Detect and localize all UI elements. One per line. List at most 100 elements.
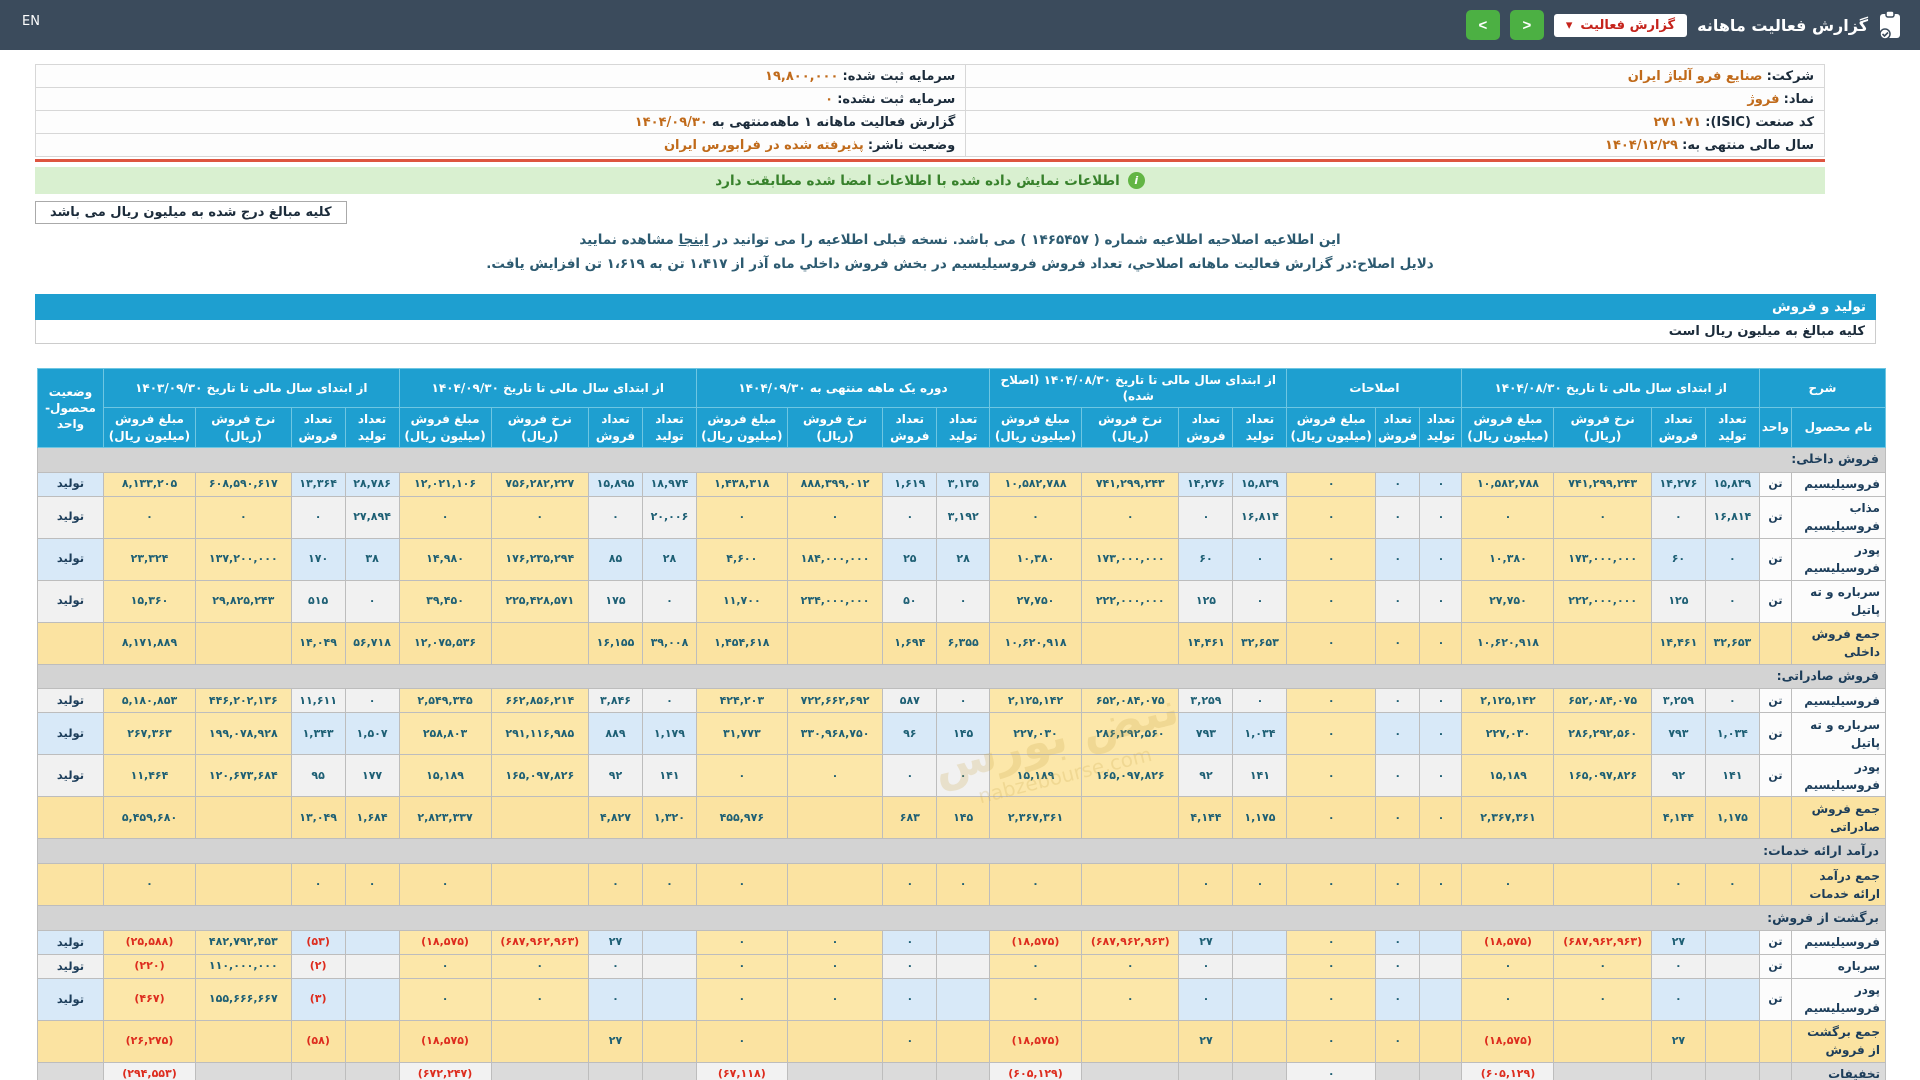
next-report-button[interactable]: < <box>1509 10 1544 40</box>
cell: ۴,۱۴۴ <box>1178 796 1234 840</box>
cell <box>1232 1019 1288 1063</box>
report-type-dropdown[interactable]: گزارش فعالیت ▾ <box>1553 13 1688 37</box>
sub-header: مبلغ فروش (میلیون ریال) <box>989 407 1083 448</box>
cell: ۲۷,۸۹۴ <box>344 495 400 539</box>
cell <box>786 1061 884 1080</box>
previous-version-link[interactable]: اینجا <box>678 232 709 248</box>
cell: ۰ <box>1419 579 1463 623</box>
cell: ۵,۱۸۰,۸۵۳ <box>103 688 196 714</box>
sub-header: نرخ فروش (ریال) <box>1553 407 1652 448</box>
cell: ۱,۳۲۰ <box>641 796 697 840</box>
cell <box>641 977 697 1021</box>
cell: ۰ <box>1081 953 1180 979</box>
cell: ۹۲ <box>1650 754 1706 798</box>
cell: ۱۸,۹۷۴ <box>641 471 697 497</box>
cell: ۱۴۵ <box>936 712 991 756</box>
cell: ۳,۲۵۹ <box>1178 688 1234 714</box>
cell: ۰ <box>1650 863 1706 906</box>
cell: (۱۸,۵۷۵) <box>1461 929 1555 955</box>
cell <box>1704 1019 1760 1063</box>
signature-match-text: اطلاعات نمایش داده شده با اطلاعات امضا ش… <box>715 172 1120 189</box>
company-row: کد صنعت (ISIC): ۲۷۱۰۷۱ گزارش فعالیت ماهان… <box>34 110 1825 134</box>
table-row: فروسیلیسیم تن ۰ ۳,۲۵۹ ۶۵۲,۰۸۴,۰۷۵ ۲,۱۲۵,۱۴۲ ۰ ۰… <box>37 688 1886 714</box>
cell: ۰ <box>1704 688 1760 714</box>
top-bar: گزارش فعالیت ماهانه گزارش فعالیت ▾ < > E… <box>0 0 1920 50</box>
cell: ۶,۳۵۵ <box>936 621 991 665</box>
language-toggle-en[interactable]: EN <box>22 14 40 29</box>
sub-header: تعداد تولید <box>936 407 991 448</box>
cell: ۲,۸۲۳,۳۳۷ <box>398 796 492 840</box>
cell: ۴,۶۰۰ <box>695 537 788 581</box>
cell: ۰ <box>1178 863 1234 906</box>
prev-report-button[interactable]: > <box>1465 10 1500 40</box>
cell: ۰ <box>1178 953 1234 979</box>
cell <box>194 863 292 906</box>
cell: ۲۲۷,۰۳۰ <box>1461 712 1555 756</box>
sub-header: مبلغ فروش (میلیون ریال) <box>695 407 788 448</box>
cell: ۲۰,۰۰۶ <box>641 495 697 539</box>
company-cell: سرمایه ثبت شده: ۱۹,۸۰۰,۰۰۰ <box>34 64 967 88</box>
status-cell: تولید <box>37 977 104 1021</box>
cell: ۰ <box>641 579 697 623</box>
cell: ۰ <box>588 953 643 979</box>
cell: ۰ <box>588 977 643 1021</box>
clipboard-report-icon <box>1878 10 1904 40</box>
section-row: فروش داخلی: <box>37 446 1886 473</box>
company-cell: وضعیت ناشر: پذیرفته شده در فرابورس ایران <box>34 133 967 157</box>
cell: ۰ <box>882 929 938 955</box>
product-name: پودر فروسیلیسیم <box>1791 977 1886 1021</box>
cell: ۰ <box>1286 863 1377 906</box>
cell: ۰ <box>398 977 492 1021</box>
cell: ۰ <box>1232 863 1288 906</box>
cell: ۵,۴۵۹,۶۸۰ <box>103 796 196 840</box>
cell <box>194 796 292 840</box>
cell: ۰ <box>936 863 991 906</box>
product-name: فروسیلیسیم <box>1791 929 1886 955</box>
cell: ۰ <box>695 953 788 979</box>
cell: ۲۳,۳۲۴ <box>103 537 196 581</box>
cell: ۱,۴۳۸,۳۱۸ <box>695 471 788 497</box>
cell: ۰ <box>1419 621 1463 665</box>
cell: ۰ <box>290 495 346 539</box>
cell: ۰ <box>936 579 991 623</box>
status-cell: تولید <box>37 471 104 497</box>
cell: ۰ <box>695 754 788 798</box>
cell <box>490 1061 590 1080</box>
cell <box>1553 621 1652 665</box>
cell: (۱۸,۵۷۵) <box>398 1019 492 1063</box>
cell <box>1419 929 1463 955</box>
unit-cell: تن <box>1758 953 1793 979</box>
table-row: پودر فروسیلیسیم تن ۰ ۶۰ ۱۷۳,۰۰۰,۰۰۰ ۱۰,۳۸۰ ۰ ۰ ۰… <box>37 537 1886 581</box>
cell: ۱۴,۲۷۶ <box>1650 471 1706 497</box>
cell: (۶۰۵,۱۲۹) <box>1461 1061 1555 1080</box>
cell: ۱۶,۸۱۴ <box>1232 495 1288 539</box>
cell <box>641 929 697 955</box>
sub-header: تعداد تولید <box>641 407 697 448</box>
unit-cell: تن <box>1758 537 1793 581</box>
cell: ۸۸۹ <box>588 712 643 756</box>
cell: ۱۴,۹۸۰ <box>398 537 492 581</box>
status-cell: تولید <box>37 579 104 623</box>
cell: (۵۸) <box>290 1019 346 1063</box>
cell: (۶۷,۱۱۸) <box>695 1061 788 1080</box>
cell: ۱۶۵,۰۹۷,۸۲۶ <box>1553 754 1652 798</box>
status-cell <box>37 621 104 665</box>
unit-cell: تن <box>1758 579 1793 623</box>
cell: ۱۵,۳۶۰ <box>103 579 196 623</box>
cell: ۱۲۰,۶۷۳,۶۸۴ <box>194 754 292 798</box>
cell: (۶۸۷,۹۶۲,۹۶۳) <box>490 929 590 955</box>
cell: ۰ <box>1081 977 1180 1021</box>
product-name: سرباره <box>1791 953 1886 979</box>
cell: ۰ <box>1553 977 1652 1021</box>
cell: ۰ <box>490 953 590 979</box>
cell: ۰ <box>1286 495 1377 539</box>
section-row: فروش صادراتی: <box>37 663 1886 690</box>
cell <box>1232 1061 1288 1080</box>
table-row: فروسیلیسیم تن ۱۵,۸۳۹ ۱۴,۲۷۶ ۷۴۱,۲۹۹,۲۴۳ ۱۰,۵۸… <box>37 471 1886 497</box>
red-divider <box>35 159 1825 162</box>
cell: ۲۵۸,۸۰۳ <box>398 712 492 756</box>
cell: ۰ <box>1232 537 1288 581</box>
unit-cell: تن <box>1758 495 1793 539</box>
cell: (۱۸,۵۷۵) <box>1461 1019 1555 1063</box>
cell: ۱۵,۸۹۵ <box>588 471 643 497</box>
